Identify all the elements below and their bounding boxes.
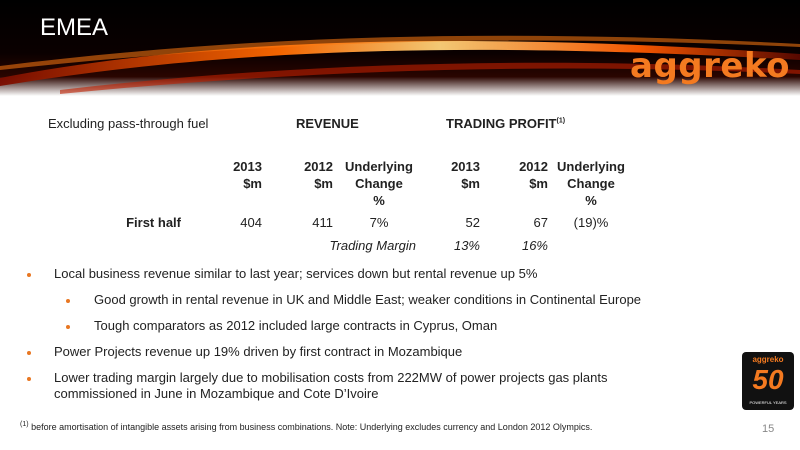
page-number: 15 xyxy=(762,423,775,435)
badge-number: 50 xyxy=(752,364,784,395)
trading-profit-heading: TRADING PROFIT(1) xyxy=(446,116,566,131)
scope-label: Excluding pass-through fuel xyxy=(48,116,209,131)
sub-bullet-marker xyxy=(66,325,70,329)
profit-col-2013-header: 2013 $m xyxy=(451,159,480,191)
fifty-years-badge: aggreko 50 POWERFUL YEARS xyxy=(742,352,794,410)
profit-2012-value: 67 xyxy=(533,215,548,230)
profit-col-change-header: Underlying Change% xyxy=(557,159,625,208)
revenue-col-2013-header: 2013 $m xyxy=(233,159,262,191)
bullet-marker xyxy=(27,273,31,277)
footnote: (1) before amortisation of intangible as… xyxy=(20,421,593,432)
trading-margin-label: Trading Margin xyxy=(329,238,416,253)
bullet-item: Power Projects revenue up 19% driven by … xyxy=(54,344,463,359)
revenue-change-value: 7% xyxy=(369,215,389,230)
bullet-marker xyxy=(27,377,31,381)
bullet-item-continuation: commissioned in June in Mozambique and C… xyxy=(54,386,379,401)
revenue-2013-value: 404 xyxy=(240,215,262,230)
profit-2013-value: 52 xyxy=(465,215,480,230)
revenue-heading: REVENUE xyxy=(296,116,359,131)
revenue-col-2012-header: 2012 $m xyxy=(304,159,333,191)
aggreko-logo: aggreko xyxy=(630,46,791,86)
bullet-marker xyxy=(27,351,31,355)
badge-brand: aggreko xyxy=(752,355,784,364)
sub-bullet-marker xyxy=(66,299,70,303)
header-banner: EMEA aggreko xyxy=(0,0,800,96)
bullet-item: Lower trading margin largely due to mobi… xyxy=(54,370,608,385)
profit-change-value: (19)% xyxy=(573,215,609,230)
revenue-2012-value: 411 xyxy=(312,215,333,230)
margin-2013-value: 13% xyxy=(453,238,480,253)
bullet-item: Local business revenue similar to last y… xyxy=(54,266,538,281)
revenue-col-change-header: Underlying Change% xyxy=(345,159,413,208)
sub-bullet-item: Good growth in rental revenue in UK and … xyxy=(94,292,642,307)
header-swoosh xyxy=(0,35,800,94)
sub-bullet-item: Tough comparators as 2012 included large… xyxy=(94,318,498,333)
badge-tagline: POWERFUL YEARS xyxy=(749,400,787,405)
row-label-first-half: First half xyxy=(126,215,181,230)
page-title: EMEA xyxy=(40,14,109,41)
margin-2012-value: 16% xyxy=(521,238,548,253)
profit-col-2012-header: 2012 $m xyxy=(519,159,548,191)
